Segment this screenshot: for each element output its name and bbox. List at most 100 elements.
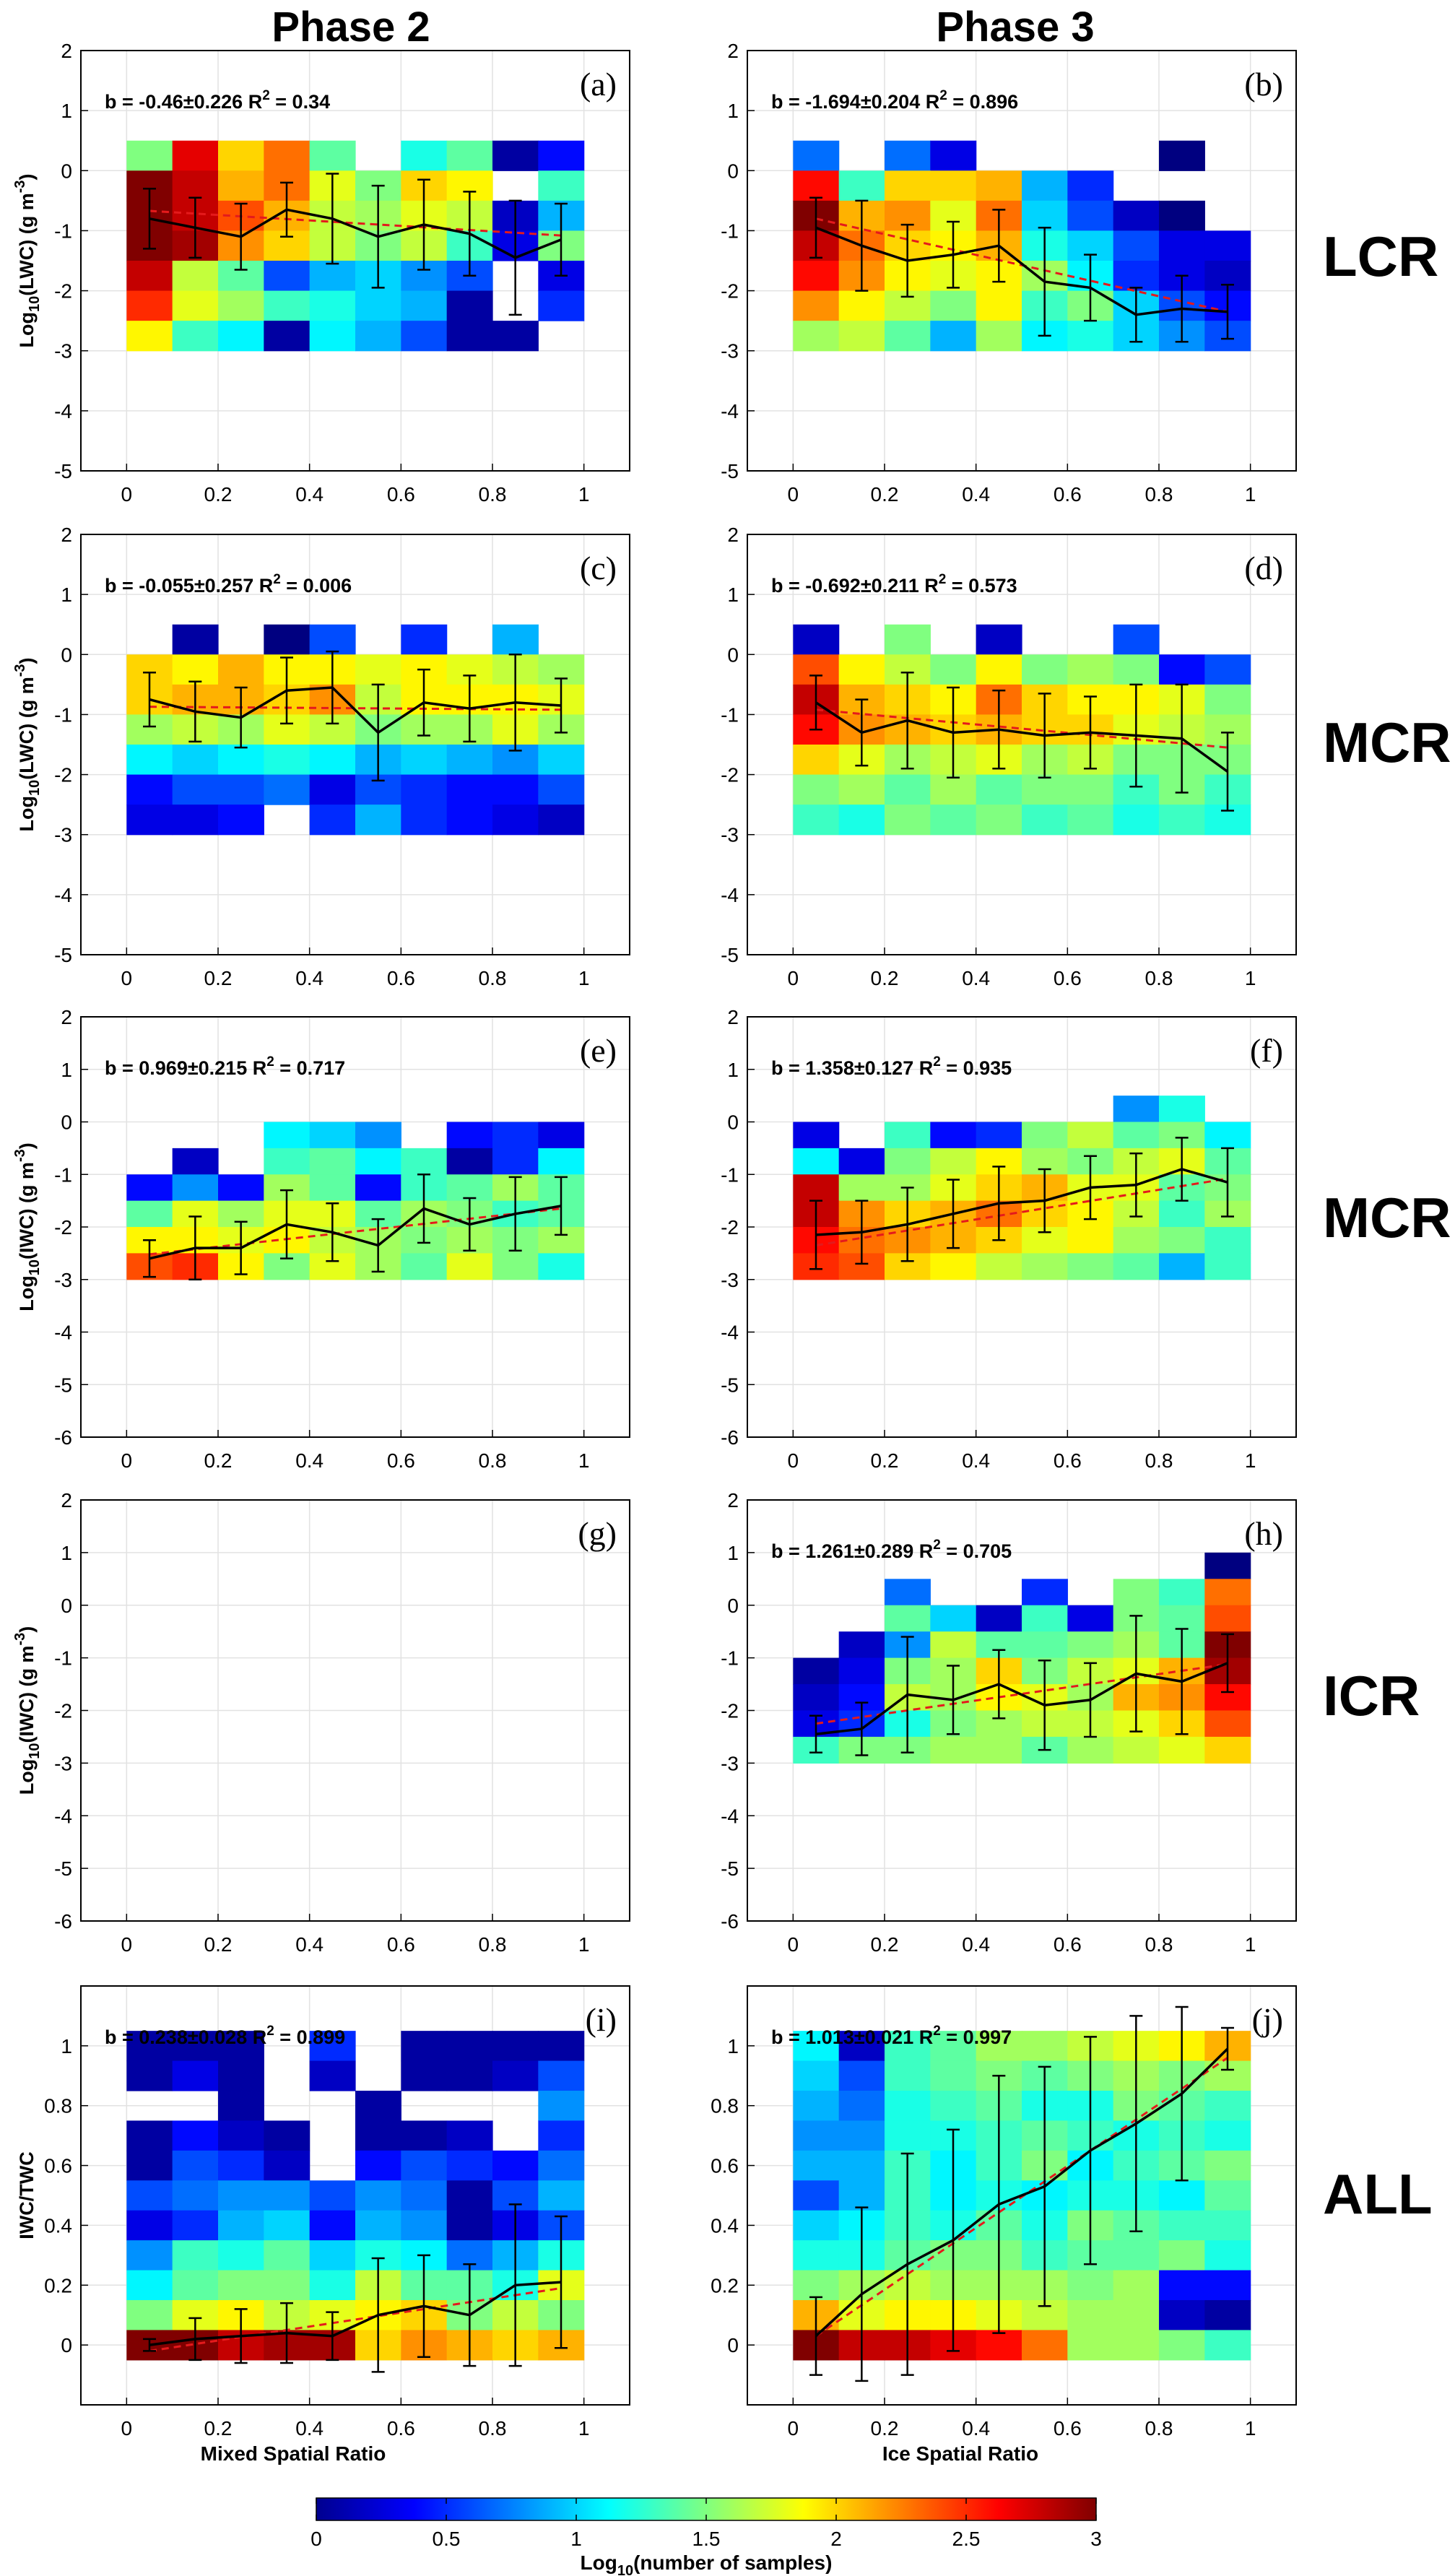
heatmap-cell xyxy=(218,2031,264,2062)
stat-r2-exp: 2 xyxy=(939,88,947,103)
y-tick-label: -1 xyxy=(54,1647,72,1670)
heatmap-cell xyxy=(172,2210,219,2241)
heatmap-cell xyxy=(446,774,493,805)
heatmap-cell xyxy=(838,2031,885,2062)
x-tick-label: 0.4 xyxy=(295,967,323,989)
row-label-mcr-iwc: MCR xyxy=(1323,1186,1451,1249)
heatmap-cell xyxy=(538,2120,585,2151)
stat-r2: R xyxy=(926,91,940,113)
heatmap-cell xyxy=(1067,1122,1114,1149)
heatmap-cell xyxy=(1067,170,1114,201)
x-tick-label: 0.2 xyxy=(204,1449,233,1472)
heatmap-cell xyxy=(1067,1605,1114,1632)
panel-label: (j) xyxy=(1252,2001,1283,2038)
heatmap-cell xyxy=(885,1605,931,1632)
row-label-icr: ICR xyxy=(1323,1664,1420,1727)
y-tick-label: -6 xyxy=(721,1910,739,1933)
heatmap-cell xyxy=(1113,624,1160,655)
y-tick-label: -6 xyxy=(54,1910,72,1933)
heatmap-cell xyxy=(492,1122,539,1149)
heatmap-cell xyxy=(126,774,173,805)
stat-r2-value: = 0.896 xyxy=(947,91,1018,113)
y-tick-label: -4 xyxy=(721,884,739,906)
y-tick-label: -3 xyxy=(721,1752,739,1774)
heatmap-cell xyxy=(401,2180,448,2211)
x-tick-label: 0 xyxy=(788,1933,799,1956)
heatmap-cell xyxy=(355,2150,401,2181)
heatmap-cell xyxy=(793,170,840,201)
heatmap-cell xyxy=(838,2120,885,2151)
y-tick-label: 0 xyxy=(727,1111,739,1134)
heatmap-cell xyxy=(885,2120,931,2151)
x-tick-label: 0.8 xyxy=(1145,1933,1173,1956)
heatmap-cell xyxy=(1204,1227,1251,1254)
x-tick-label: 1 xyxy=(578,1449,590,1472)
heatmap-cell xyxy=(1159,1253,1205,1280)
heatmap-cell xyxy=(264,290,310,321)
panel-g: 0 0.2 0.4 0.6 0.8 1 -6 -5 -4 -3 -2 -1 0 1 2 Log10(IWC) … xyxy=(12,1489,630,1956)
heatmap-cell xyxy=(838,2150,885,2181)
heatmap-cell xyxy=(309,745,356,776)
fit-statistics: b = -1.694±0.204 R2 = 0.896 xyxy=(771,88,1018,113)
heatmap-cell xyxy=(1204,1579,1251,1606)
heatmap-cell xyxy=(401,2150,448,2181)
heatmap-cell xyxy=(218,745,264,776)
heatmap-cell xyxy=(1204,1122,1251,1149)
heatmap-cell xyxy=(538,290,585,321)
heatmap-cell xyxy=(838,774,885,805)
y-tick-label: -1 xyxy=(54,703,72,726)
heatmap-cell xyxy=(538,745,585,776)
heatmap-cell xyxy=(885,1148,931,1175)
x-tick-label: 0.8 xyxy=(479,483,507,506)
heatmap-cell xyxy=(793,2150,840,2181)
heatmap-cell xyxy=(309,774,356,805)
stat-r2: R xyxy=(919,1540,934,1562)
y-tick-label: 0.4 xyxy=(711,2214,739,2237)
heatmap-cell xyxy=(930,140,977,171)
fit-statistics: b = 0.969±0.215 R2 = 0.717 xyxy=(105,1054,345,1079)
heatmap-cell xyxy=(838,1657,885,1685)
x-tick-label: 1 xyxy=(1245,483,1256,506)
heatmap-cell xyxy=(355,290,401,321)
x-tick-label: 0 xyxy=(121,2417,133,2440)
heatmap-cell xyxy=(930,774,977,805)
x-tick-label: 0.4 xyxy=(295,2417,323,2440)
heatmap-cell xyxy=(976,1736,1022,1764)
y-tick-label: -3 xyxy=(54,1752,72,1774)
heatmap-cell xyxy=(401,624,448,655)
y-tick-label: 0.8 xyxy=(44,2095,72,2117)
heatmap-cell xyxy=(492,1253,539,1280)
mean-line xyxy=(815,2047,1229,2337)
x-tick-label: 1 xyxy=(1245,2417,1256,2440)
y-tick-label: -6 xyxy=(721,1426,739,1449)
heatmap-cell xyxy=(793,2091,840,2122)
stat-r2-value: = 0.899 xyxy=(274,2026,345,2048)
heatmap-cell xyxy=(264,321,310,352)
x-tick-label: 0 xyxy=(121,1449,133,1472)
heatmap-cell xyxy=(172,261,219,292)
heatmap-cell xyxy=(1204,2091,1251,2122)
heatmap-cell xyxy=(309,624,356,655)
x-tick-label: 0.4 xyxy=(295,1449,323,1472)
heatmap-cell xyxy=(492,2150,539,2181)
stat-r2-exp: 2 xyxy=(266,2024,274,2039)
x-tick-label: 0.6 xyxy=(387,483,415,506)
panel-label: (h) xyxy=(1244,1515,1283,1552)
heatmap-cell xyxy=(401,774,448,805)
x-tick-label: 0.2 xyxy=(871,1449,899,1472)
heatmap-cell xyxy=(930,805,977,836)
y-tick-label: -3 xyxy=(721,1269,739,1291)
heatmap-cell xyxy=(538,1148,585,1175)
fit-statistics: b = -0.46±0.226 R2 = 0.34 xyxy=(105,88,330,113)
heatmap-cell xyxy=(976,774,1022,805)
fit-line xyxy=(815,708,1228,749)
axes-frame xyxy=(80,534,630,955)
fit-statistics: b = 1.358±0.127 R2 = 0.935 xyxy=(771,1054,1012,1079)
heatmap-cell xyxy=(218,140,264,171)
y-tick-label: -2 xyxy=(721,1700,739,1722)
heatmap-cell xyxy=(126,2240,173,2271)
heatmap-cell xyxy=(172,745,219,776)
x-tick-label: 1 xyxy=(578,1933,590,1956)
heatmap-cell xyxy=(218,654,264,685)
heatmap-cell xyxy=(1022,1253,1068,1280)
